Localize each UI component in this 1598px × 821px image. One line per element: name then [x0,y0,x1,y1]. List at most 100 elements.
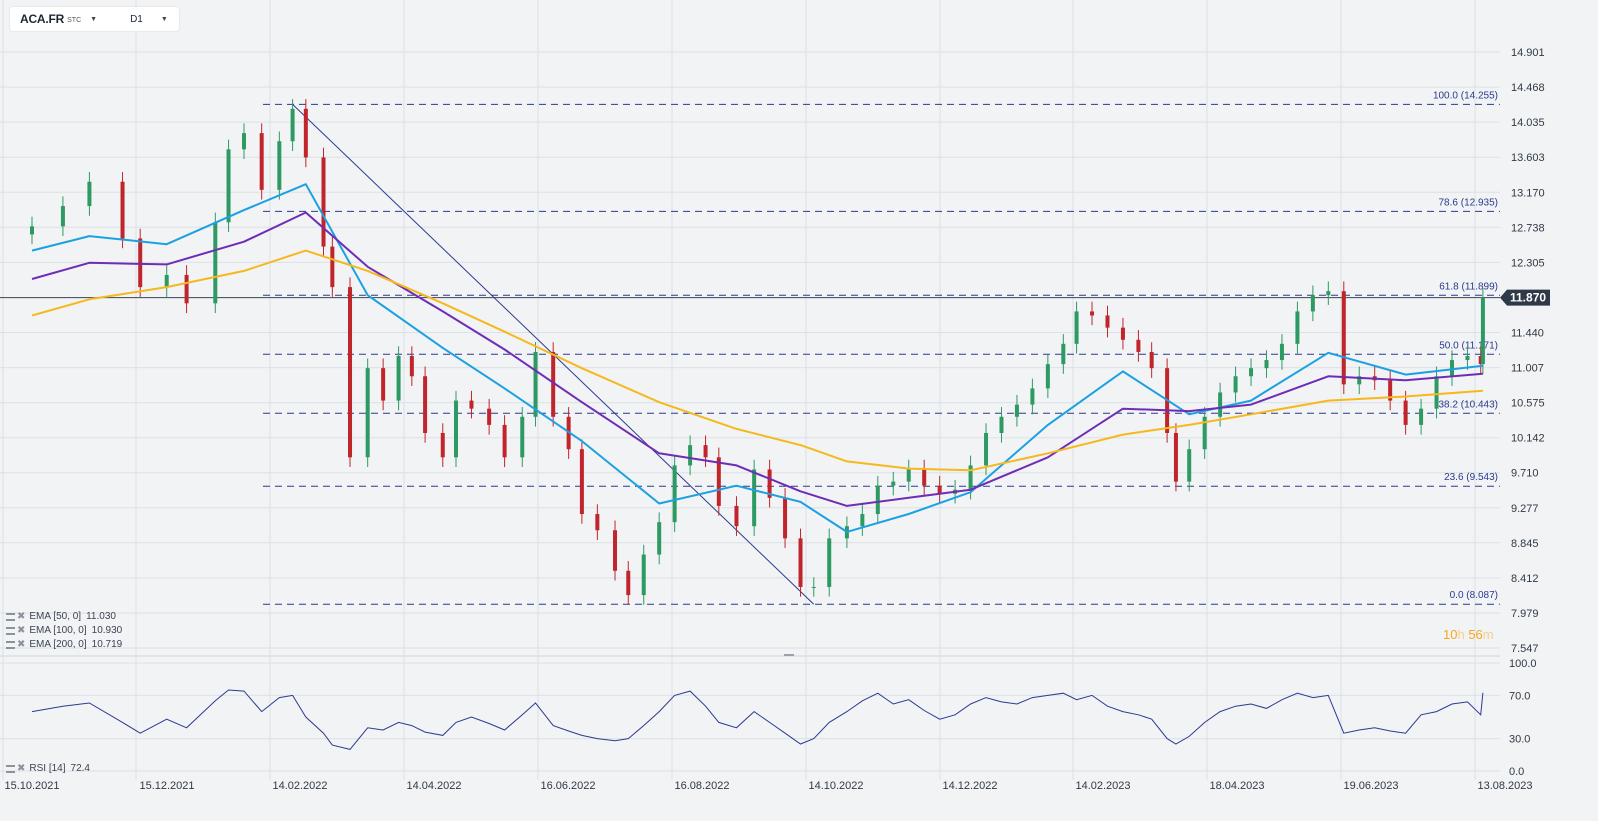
candle-up [60,206,65,227]
y-tick-label: 9.710 [1511,468,1539,480]
candle-up [277,141,282,190]
legend-rsi[interactable]: ✖ RSI [14] 72.4 [6,763,90,774]
candle-down [1388,380,1393,401]
candle-up [213,222,218,304]
y-tick-label: 7.547 [1511,643,1539,655]
settings-icon[interactable] [6,640,15,649]
indicator-name: EMA [100, 0] [29,625,87,636]
candle-down [551,351,556,417]
candle-up [968,465,973,490]
candle-up [1279,343,1284,361]
candle-up [1061,343,1066,365]
candle-down [1341,291,1346,385]
y-tick-label: 11.440 [1511,327,1544,339]
y-tick-label: 12.738 [1511,222,1545,234]
ema-line [31,211,1483,507]
candle-up [1419,408,1424,425]
candle-up [860,514,865,527]
candle-up [657,522,662,555]
last-price-marker: 11.870 [1500,289,1550,306]
candle-down [423,376,428,433]
candle-up [1014,404,1019,417]
candle-down [783,497,788,539]
rsi-tick-label: 100.0 [1509,658,1537,670]
candle-up [226,149,231,223]
rsi-tick-label: 70.0 [1509,690,1530,702]
x-tick-label: 14.10.2022 [808,780,863,792]
candle-up [1326,291,1331,296]
candle-up [688,445,693,466]
instrument-dropdown-icon[interactable]: ▼ [90,15,98,23]
pane-resize-handle[interactable] [784,654,794,656]
remove-icon[interactable]: ✖ [17,611,26,622]
y-tick-label: 14.468 [1511,82,1545,94]
candle-down [937,485,942,494]
candle-up [1465,355,1470,361]
y-tick-label: 8.845 [1511,538,1539,550]
settings-icon[interactable] [6,626,15,635]
settings-icon[interactable] [6,612,15,621]
candle-down [1478,355,1483,365]
legend-ema-100[interactable]: ✖ EMA [100, 0] 10.930 [6,625,122,636]
timeframe-label[interactable]: D1 [130,13,143,25]
candle-down [138,238,143,288]
remove-icon[interactable]: ✖ [17,763,26,774]
candle-down [579,449,584,515]
x-tick-label: 15.12.2021 [139,780,194,792]
candle-up [30,226,34,235]
candle-down [613,530,618,571]
candle-down [716,457,721,506]
indicator-name: EMA [200, 0] [29,639,87,650]
candle-down [1173,432,1178,482]
candle-up [827,538,832,587]
x-tick-label: 14.02.2022 [272,780,327,792]
candle-up [1249,368,1254,377]
candle-up [891,481,896,486]
candle-down [321,157,326,247]
candle-down [1090,311,1095,316]
candle-down [767,469,772,498]
candle-down [502,424,507,458]
y-tick-label: 11.007 [1511,363,1544,375]
candle-up [520,416,525,458]
candle-up [164,274,169,288]
instrument-toolbar[interactable]: ACA.FR STC ▼ D1 ▼ [10,7,179,31]
candle-down [487,408,492,425]
candle-up [1357,376,1362,385]
legend-ema-200[interactable]: ✖ EMA [200, 0] 10.719 [6,639,122,650]
candle-up [1310,295,1315,312]
rsi-tick-label: 0.0 [1509,766,1524,778]
candle-down [1149,351,1154,369]
candle-down [303,108,308,158]
candle-down [734,505,739,527]
y-tick-label: 10.142 [1511,433,1545,445]
candle-down [798,538,803,587]
candle-up [1218,392,1223,417]
rsi-tick-label: 30.0 [1509,734,1530,746]
settings-icon[interactable] [6,764,15,773]
indicator-value: 10.719 [91,639,123,650]
fib-level-label: 78.6 (12.935) [1439,197,1499,208]
ema-line [31,183,1484,533]
x-tick-label: 18.04.2023 [1209,780,1264,792]
last-price-label: 11.870 [1510,291,1546,305]
x-tick-label: 16.06.2022 [540,780,595,792]
countdown-hours: 10 [1443,627,1458,642]
candle-up [1074,311,1079,344]
y-tick-label: 9.277 [1511,503,1539,515]
timeframe-dropdown-icon[interactable]: ▼ [160,15,168,23]
candle-up [454,400,459,458]
candle-up [1187,449,1192,482]
x-tick-label: 19.06.2023 [1343,780,1398,792]
remove-icon[interactable]: ✖ [17,625,26,636]
x-tick-label: 14.02.2023 [1075,780,1130,792]
x-tick-label: 14.04.2022 [406,780,461,792]
instrument-symbol[interactable]: ACA.FR [20,12,65,26]
remove-icon[interactable]: ✖ [17,639,26,650]
y-tick-label: 7.979 [1511,608,1539,620]
fib-level-label: 50.0 (11.171) [1439,340,1498,351]
legend-ema-50[interactable]: ✖ EMA [50, 0] 11.030 [6,611,116,622]
x-tick-label: 13.08.2023 [1477,780,1532,792]
